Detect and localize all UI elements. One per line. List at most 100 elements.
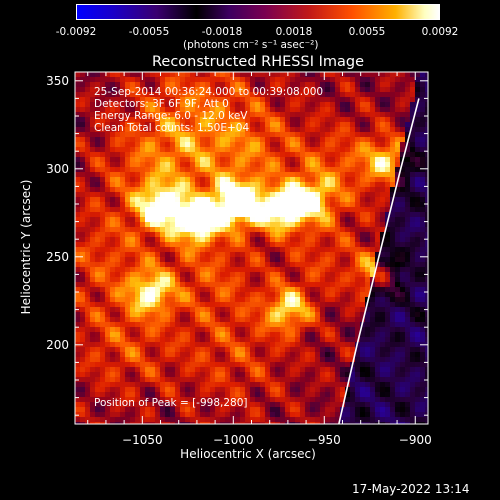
heatmap-cell [395,322,401,328]
heatmap-cell [230,172,236,178]
heatmap-cell [215,322,221,328]
heatmap-cell [80,282,86,288]
heatmap-cell [210,87,216,93]
heatmap-cell [325,182,331,188]
heatmap-cell [260,362,266,368]
heatmap-cell [365,177,371,183]
heatmap-cell [195,407,201,413]
heatmap-cell [240,342,246,348]
heatmap-cell [425,292,428,298]
heatmap-cell [335,317,341,323]
heatmap-cell [355,322,361,328]
heatmap-cell [200,197,206,203]
heatmap-cell [165,97,171,103]
heatmap-cell [85,402,91,408]
heatmap-cell [135,392,141,398]
heatmap-cell [170,187,176,193]
heatmap-cell [370,207,376,213]
heatmap-cell [95,262,101,268]
heatmap-cell [410,217,416,223]
heatmap-cell [400,362,406,368]
heatmap-cell [310,192,316,198]
heatmap-cell [115,102,121,108]
heatmap-cell [370,347,376,353]
heatmap-cell [345,302,351,308]
heatmap-cell [225,362,231,368]
heatmap-cell [300,402,306,408]
heatmap-cell [415,412,421,418]
heatmap-cell [105,232,111,238]
heatmap-cell [305,392,311,398]
heatmap-cell [185,192,191,198]
heatmap-cell [410,112,416,118]
heatmap-cell [415,377,421,383]
heatmap-cell [240,402,246,408]
heatmap-cell [375,172,381,178]
heatmap-cell [370,312,376,318]
heatmap-cell [415,172,421,178]
heatmap-cell [260,377,266,383]
heatmap-cell [250,102,256,108]
heatmap-cell [365,242,371,248]
heatmap-cell [275,142,281,148]
heatmap-cell [340,112,346,118]
heatmap-cell [330,377,336,383]
heatmap-cell [335,222,341,228]
heatmap-cell [385,397,391,403]
heatmap-cell [225,182,231,188]
heatmap-cell [140,347,146,353]
heatmap-cell [340,372,346,378]
heatmap-cell [115,352,121,358]
heatmap-cell [170,362,176,368]
heatmap-cell [315,397,321,403]
heatmap-cell [85,77,91,83]
heatmap-cell [395,357,401,363]
heatmap-cell [315,152,321,158]
heatmap-cell [365,382,371,388]
heatmap-cell [325,122,331,128]
heatmap-cell [360,297,366,303]
heatmap-cell [85,97,91,103]
heatmap-cell [105,397,111,403]
heatmap-cell [170,327,176,333]
heatmap-cell [220,322,226,328]
heatmap-cell [250,317,256,323]
heatmap-cell [320,152,326,158]
heatmap-cell [180,102,186,108]
heatmap-cell [365,377,371,383]
heatmap-cell [120,152,126,158]
heatmap-cell [290,347,296,353]
heatmap-cell [375,182,381,188]
heatmap-cell [265,72,271,78]
heatmap-cell [375,77,381,83]
heatmap-cell [415,262,421,268]
heatmap-cell [330,152,336,158]
heatmap-cell [220,117,226,123]
heatmap-cell [305,372,311,378]
heatmap-cell [275,307,281,313]
heatmap-cell [425,107,428,113]
heatmap-cell [125,312,131,318]
heatmap-cell [235,257,241,263]
heatmap-cell [355,297,361,303]
heatmap-cell [185,267,191,273]
heatmap-cell [275,247,281,253]
heatmap-cell [420,137,426,143]
heatmap-cell [95,127,101,133]
heatmap-cell [250,72,256,78]
heatmap-cell [385,332,391,338]
heatmap-cell [120,77,126,83]
heatmap-cell [150,367,156,373]
heatmap-cell [155,247,161,253]
heatmap-cell [115,207,121,213]
heatmap-cell [420,112,426,118]
heatmap-cell [350,347,356,353]
heatmap-cell [165,222,171,228]
heatmap-cell [225,287,231,293]
heatmap-cell [270,232,276,238]
heatmap-cell [320,72,326,78]
heatmap-cell [375,157,381,163]
heatmap-cell [335,107,341,113]
heatmap-cell [335,192,341,198]
heatmap-cell [320,167,326,173]
